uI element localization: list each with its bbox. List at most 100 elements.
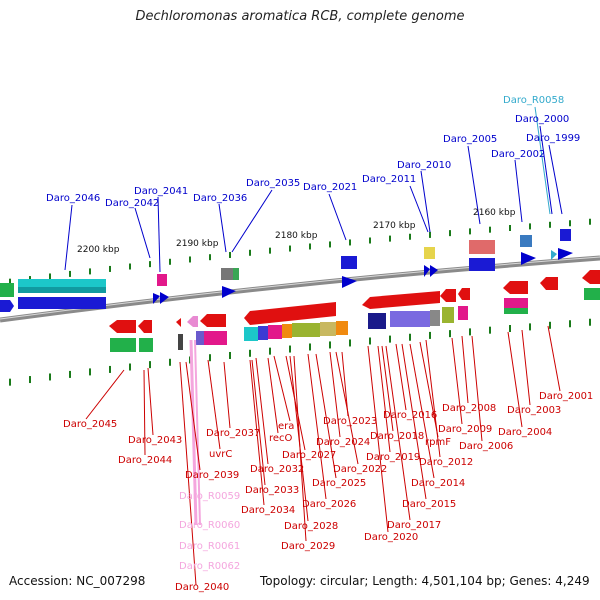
gene-label[interactable]: Daro_2044 (118, 455, 173, 466)
leader-line (267, 357, 279, 434)
gene-label[interactable]: Daro_2040 (175, 582, 230, 593)
gene-label[interactable]: Daro_2017 (387, 520, 442, 531)
leader-line (223, 361, 231, 429)
gene-label[interactable]: Daro_2034 (241, 505, 296, 516)
feature-blue-arrow-f (430, 265, 438, 277)
feature-green-2044 (110, 338, 136, 352)
gene-label[interactable]: Daro_R0058 (503, 95, 565, 106)
leader-line (367, 345, 389, 533)
gene-label[interactable]: Daro_2041 (134, 186, 189, 197)
leader-lines (64, 106, 563, 586)
leader-line (534, 106, 551, 215)
gene-label[interactable]: Daro_2029 (281, 541, 336, 552)
gene-label[interactable]: Daro_2021 (303, 182, 358, 193)
gene-label[interactable]: Daro_2036 (193, 193, 248, 204)
leader-line (85, 369, 125, 420)
gene-label[interactable]: Daro_R0061 (179, 541, 241, 552)
gene-label[interactable]: Daro_2042 (105, 198, 160, 209)
gene-label[interactable]: Daro_2020 (364, 532, 419, 543)
gene-label[interactable]: Daro_2010 (397, 160, 452, 171)
gene-label[interactable]: Daro_R0059 (179, 491, 241, 502)
feature-trna-arrow (551, 250, 557, 260)
gene-label[interactable]: Daro_2003 (507, 405, 562, 416)
gene-label[interactable]: Daro_2000 (515, 114, 570, 125)
leader-line (385, 345, 411, 521)
feature-red-2037 (200, 314, 226, 327)
gene-label[interactable]: Daro_2043 (128, 435, 183, 446)
leader-line (409, 185, 429, 233)
gene-label[interactable]: Daro_2004 (498, 427, 553, 438)
leader-line (307, 353, 327, 500)
leader-line (395, 343, 407, 411)
scale-label-2200: 2200 kbp (77, 245, 120, 255)
feature-rna-2039 (187, 316, 198, 327)
gene-label[interactable]: Daro_2032 (250, 464, 305, 475)
gene-label[interactable]: Daro_2035 (246, 178, 301, 189)
gene-label[interactable]: Daro_2024 (316, 437, 371, 448)
gene-label[interactable]: uvrC (209, 449, 233, 460)
gene-label[interactable]: Daro_2027 (282, 450, 337, 461)
gene-label[interactable]: rpmF (425, 437, 451, 448)
gene-label[interactable]: Daro_2037 (206, 428, 261, 439)
feature-violet-2037 (196, 331, 204, 345)
gene-label[interactable]: Daro_2009 (438, 424, 493, 435)
genome-backbone (0, 255, 600, 323)
gene-label[interactable]: Daro_2023 (323, 416, 378, 427)
leader-line (255, 357, 269, 465)
gene-label[interactable]: Daro_2002 (491, 149, 546, 160)
gene-label[interactable]: Daro_R0062 (179, 561, 241, 572)
feature-blue-long (18, 297, 106, 309)
scale-label-2160: 2160 kbp (473, 208, 516, 218)
leader-line (218, 203, 227, 253)
gene-label[interactable]: Daro_2016 (383, 410, 438, 421)
feature-red-row-2032 (244, 302, 336, 325)
gene-label[interactable]: Daro_2019 (366, 452, 421, 463)
gene-label[interactable]: Daro_2014 (411, 478, 466, 489)
gene-label[interactable]: Daro_2039 (185, 470, 240, 481)
leader-line (293, 355, 307, 542)
feature-blue-2021 (341, 256, 357, 269)
gene-label[interactable]: Daro_2045 (63, 419, 118, 430)
accession-text: Accession: NC_007298 (9, 574, 146, 588)
leader-line (328, 193, 347, 241)
gene-label[interactable]: Daro_2005 (443, 134, 498, 145)
gene-label[interactable]: Daro_2001 (539, 391, 594, 402)
feature-blue-2005 (469, 258, 495, 271)
feature-gray-2014 (430, 310, 440, 326)
topology-summary: Topology: circular; Length: 4,501,104 bp… (260, 574, 590, 588)
gene-label[interactable]: Daro_1999 (526, 133, 581, 144)
feature-magenta-2032 (268, 325, 282, 339)
feature-dark-2040 (178, 334, 183, 350)
feature-lavender-2017 (390, 311, 430, 327)
leader-line (377, 345, 391, 453)
gene-label[interactable]: Daro_2026 (302, 499, 357, 510)
gene-label[interactable]: Daro_2006 (459, 441, 514, 452)
feature-magenta-2009 (458, 306, 468, 320)
leader-line (147, 367, 154, 436)
leader-line (64, 204, 73, 271)
leader-line (425, 339, 441, 458)
feature-khaki-2024 (320, 322, 336, 336)
leader-line (548, 144, 563, 215)
feature-red-2003 (503, 281, 528, 294)
gene-label[interactable]: era (278, 421, 295, 432)
leader-line (539, 125, 553, 215)
gene-label[interactable]: Daro_2028 (284, 521, 339, 532)
gene-label[interactable]: Daro_2022 (333, 464, 388, 475)
gene-label[interactable]: Daro_2012 (419, 457, 474, 468)
gene-label[interactable]: Daro_2015 (402, 499, 457, 510)
gene-label[interactable]: Daro_2046 (46, 193, 101, 204)
gene-label[interactable]: Daro_2025 (312, 478, 367, 489)
gene-label[interactable]: Daro_R0060 (179, 520, 241, 531)
leader-line (315, 353, 337, 479)
feature-red-2000 (582, 270, 600, 284)
gene-label[interactable]: recO (269, 433, 293, 444)
gene-label[interactable]: Daro_2033 (245, 485, 300, 496)
gene-label[interactable]: Daro_2008 (442, 403, 497, 414)
leader-line (514, 159, 523, 223)
feature-blue-arrow-b (160, 292, 169, 304)
gene-label[interactable]: Daro_2018 (370, 431, 425, 442)
leader-line (335, 351, 359, 465)
gene-label[interactable]: Daro_2011 (362, 174, 417, 185)
leader-line (143, 369, 146, 456)
